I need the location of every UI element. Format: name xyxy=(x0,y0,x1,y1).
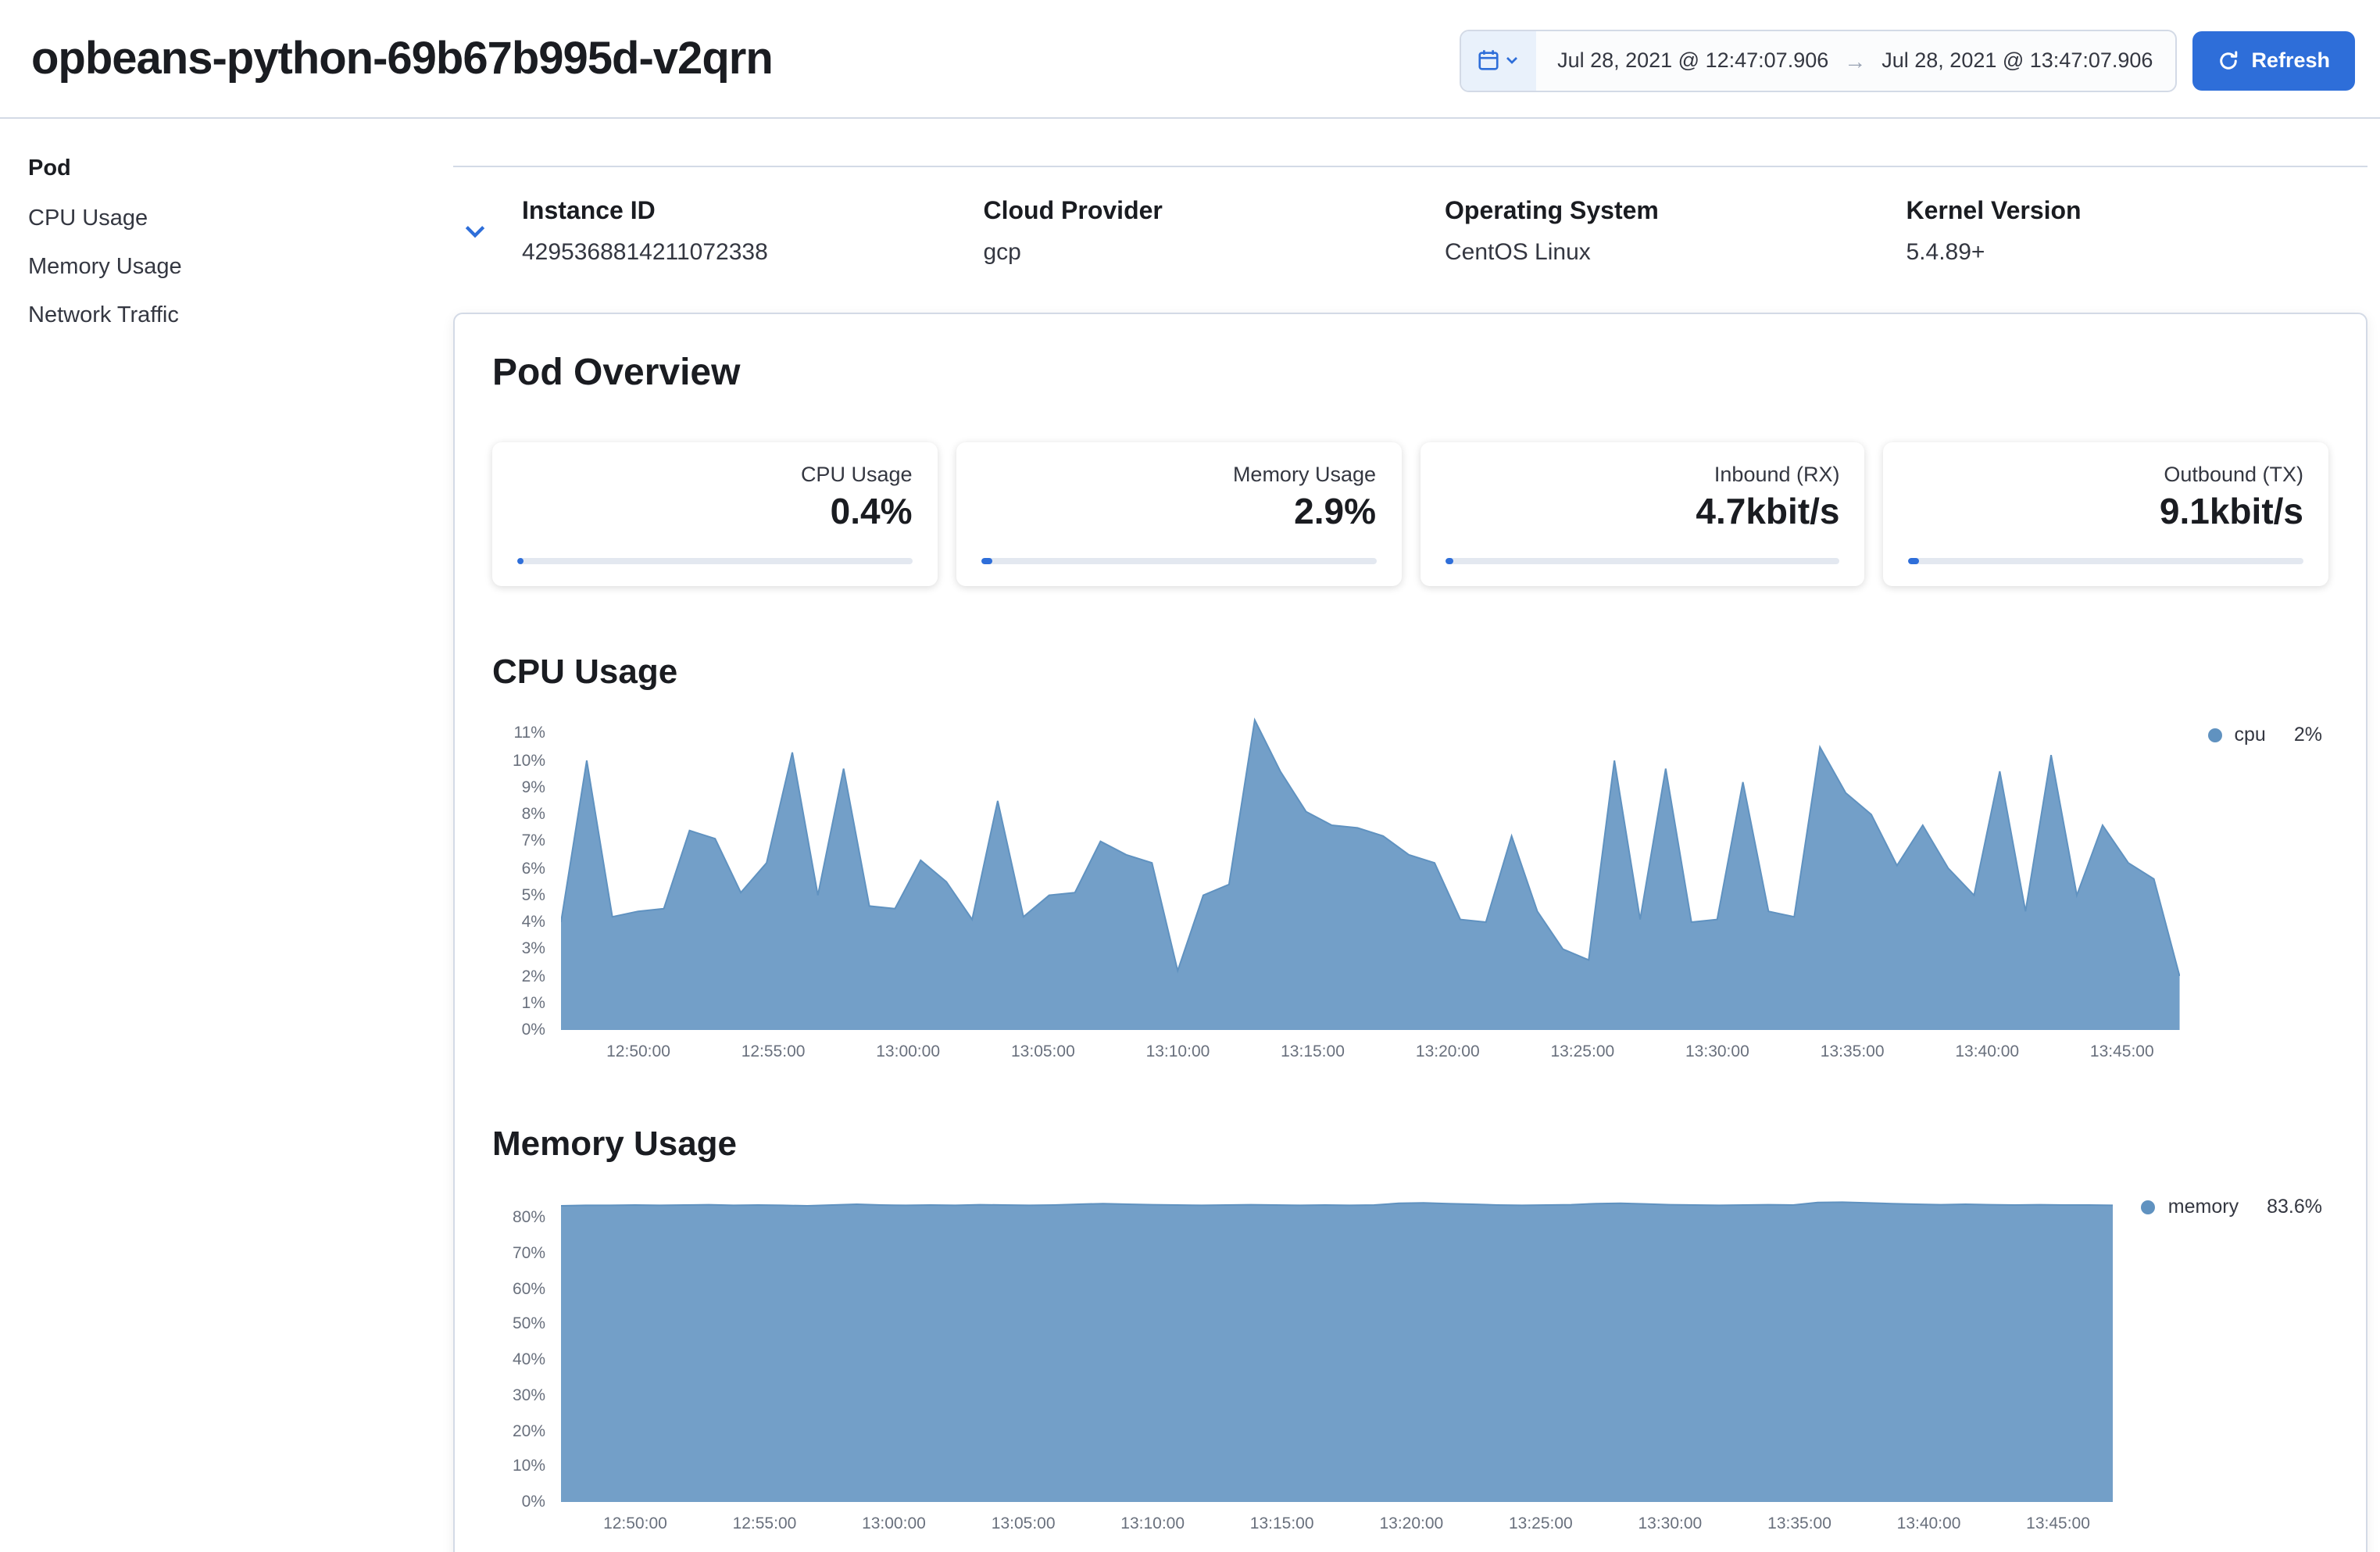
page-header: opbeans-python-69b67b995d-v2qrn Jul 28 xyxy=(0,0,2380,117)
plot-column: 12:50:00 12:55:00 13:00:00 13:05:00 13:10:00… xyxy=(561,1189,2114,1543)
memory-chart-title: Memory Usage xyxy=(492,1124,738,1163)
metadata-collapse-toggle[interactable] xyxy=(453,198,522,266)
cpu-chart-title: CPU Usage xyxy=(492,652,678,691)
metric-progress-bar xyxy=(517,558,913,564)
y-axis: 0% 1% 2% 3% 4% 5% 6% 7% 8% 9% 10% 11% xyxy=(512,724,545,1039)
legend-label: cpu xyxy=(2234,724,2266,746)
chevron-down-icon xyxy=(1505,53,1519,67)
chevron-down-icon xyxy=(463,218,488,243)
sidebar-item-cpu-usage[interactable]: CPU Usage xyxy=(28,206,148,231)
field-value: CentOS Linux xyxy=(1445,239,1591,266)
metric-card-outbound: Outbound (TX) 9.1kbit/s xyxy=(1883,442,2328,586)
metric-progress-bar xyxy=(1445,558,1840,564)
metadata-field-instance-id: Instance ID 4295368814211072338 xyxy=(522,198,984,266)
header-divider xyxy=(0,117,2380,119)
metadata-fields: Instance ID 4295368814211072338 Cloud Pr… xyxy=(522,198,2367,266)
x-axis-labels: 12:50:00 12:55:00 13:00:00 13:05:00 13:10:00… xyxy=(603,1514,2090,1533)
metric-card-inbound: Inbound (RX) 4.7kbit/s xyxy=(1420,442,1865,586)
field-value: gcp xyxy=(983,239,1021,266)
field-label: Cloud Provider xyxy=(983,198,1163,225)
memory-legend[interactable]: memory 83.6% xyxy=(2114,1189,2328,1218)
sidebar: Pod CPU Usage Memory Usage Network Traff… xyxy=(0,119,453,352)
metric-label: CPU Usage xyxy=(800,463,913,486)
legend-dot-icon xyxy=(2141,1200,2156,1214)
metric-progress-bar xyxy=(1908,558,2303,564)
refresh-button[interactable]: Refresh xyxy=(2192,30,2355,90)
legend-label: memory xyxy=(2167,1196,2239,1218)
metadata-field-operating-system: Operating System CentOS Linux xyxy=(1445,198,1907,266)
start-date[interactable]: Jul 28, 2021 @ 12:47:07.906 xyxy=(1557,48,1829,72)
metric-cards-row: CPU Usage 0.4% Memory Usage 2.9% Inbound… xyxy=(492,442,2328,586)
x-axis-labels: 12:50:00 12:55:00 13:00:00 13:05:00 13:10:00… xyxy=(606,1042,2154,1061)
end-date[interactable]: Jul 28, 2021 @ 13:47:07.906 xyxy=(1881,48,2153,72)
field-label: Kernel Version xyxy=(1906,198,2082,225)
metric-value: 2.9% xyxy=(1294,491,1376,531)
field-value: 5.4.89+ xyxy=(1906,239,1985,266)
cpu-legend[interactable]: cpu 2% xyxy=(2180,717,2328,746)
cpu-usage-chart: 0% 1% 2% 3% 4% 5% 6% 7% 8% 9% 10% 11% 12:50:00 12:55… xyxy=(492,717,2328,1071)
legend-value: 2% xyxy=(2293,724,2322,746)
header-controls: Jul 28, 2021 @ 12:47:07.906 → Jul 28, 20… xyxy=(1459,29,2355,91)
field-label: Instance ID xyxy=(522,198,656,225)
field-value: 4295368814211072338 xyxy=(522,239,768,266)
field-label: Operating System xyxy=(1445,198,1659,225)
metric-progress-bar xyxy=(981,558,1376,564)
sidebar-heading: Pod xyxy=(28,156,71,181)
progress-fill xyxy=(517,558,524,564)
metric-label: Memory Usage xyxy=(1232,463,1376,486)
metric-value: 0.4% xyxy=(830,491,913,531)
sidebar-item-memory-usage[interactable]: Memory Usage xyxy=(28,255,182,280)
calendar-icon xyxy=(1477,48,1500,72)
metadata-section: Instance ID 4295368814211072338 Cloud Pr… xyxy=(453,166,2367,266)
memory-area-chart[interactable] xyxy=(561,1189,2114,1502)
date-range-values: Jul 28, 2021 @ 12:47:07.906 → Jul 28, 20… xyxy=(1535,30,2175,90)
metric-label: Inbound (RX) xyxy=(1714,463,1840,486)
arrow-right-icon: → xyxy=(1844,48,1867,73)
plot-column: 12:50:00 12:55:00 13:00:00 13:05:00 13:10:00… xyxy=(561,717,2180,1071)
metric-card-memory: Memory Usage 2.9% xyxy=(956,442,1401,586)
legend-dot-icon xyxy=(2207,728,2222,742)
progress-fill xyxy=(1445,558,1453,564)
progress-fill xyxy=(981,558,993,564)
refresh-label: Refresh xyxy=(2251,48,2330,72)
metric-card-cpu: CPU Usage 0.4% xyxy=(492,442,938,586)
memory-usage-chart: 0% 10% 20% 30% 40% 50% 60% 70% 80% 12:50:00 12:55… xyxy=(492,1189,2328,1543)
date-range-picker: Jul 28, 2021 @ 12:47:07.906 → Jul 28, 20… xyxy=(1459,29,2177,91)
page-title: opbeans-python-69b67b995d-v2qrn xyxy=(31,34,774,84)
calendar-button[interactable] xyxy=(1460,30,1536,90)
refresh-icon xyxy=(2217,49,2239,71)
main-content: Instance ID 4295368814211072338 Cloud Pr… xyxy=(453,119,2380,1552)
metadata-field-kernel-version: Kernel Version 5.4.89+ xyxy=(1907,198,2368,266)
sidebar-item-network-traffic[interactable]: Network Traffic xyxy=(28,303,179,328)
legend-value: 83.6% xyxy=(2267,1196,2322,1218)
cpu-area-chart[interactable] xyxy=(561,717,2180,1030)
metadata-field-cloud-provider: Cloud Provider gcp xyxy=(984,198,1446,266)
panel-title: Pod Overview xyxy=(492,352,741,394)
metric-value: 9.1kbit/s xyxy=(2159,491,2303,531)
progress-fill xyxy=(1908,558,1919,564)
y-axis: 0% 10% 20% 30% 40% 50% 60% 70% 80% xyxy=(512,1208,545,1511)
metric-value: 4.7kbit/s xyxy=(1696,491,1840,531)
pod-overview-panel: Pod Overview CPU Usage 0.4% Memory Usage… xyxy=(453,313,2367,1552)
metric-label: Outbound (TX) xyxy=(2164,463,2303,486)
